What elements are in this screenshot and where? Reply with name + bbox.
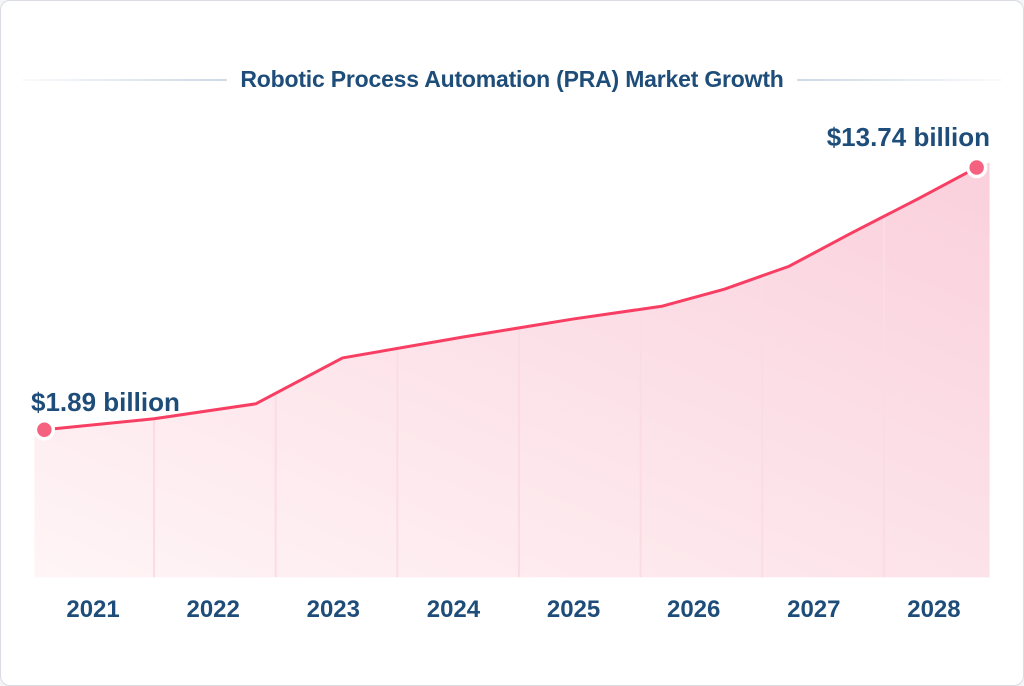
x-axis-label: 2023 [306, 596, 360, 623]
x-axis-label: 2021 [66, 596, 120, 623]
x-axis-label: 2026 [666, 596, 721, 623]
trend-line [42, 166, 979, 432]
title-rule-left [22, 78, 228, 81]
x-axis-label: 2028 [907, 596, 961, 623]
x-axis-label: 2022 [186, 596, 240, 623]
data-point-dot [965, 156, 988, 179]
x-axis-label: 2025 [546, 596, 601, 623]
end-value-label: $13.74 billion [826, 122, 990, 152]
title-row: Robotic Process Automation (PRA) Market … [1, 68, 1023, 91]
page-title: Robotic Process Automation (PRA) Market … [240, 66, 784, 92]
title-rule-right [796, 78, 1002, 81]
area-fill [34, 162, 990, 578]
x-axis-label: 2027 [787, 596, 841, 623]
endpoint-dots [33, 156, 988, 441]
x-axis: 2021 2022 2023 2024 2025 2026 2027 2028 [33, 596, 994, 623]
start-value-label: $1.89 billion [31, 387, 180, 417]
x-axis-label: 2024 [426, 596, 481, 623]
data-point-dot [33, 419, 56, 441]
